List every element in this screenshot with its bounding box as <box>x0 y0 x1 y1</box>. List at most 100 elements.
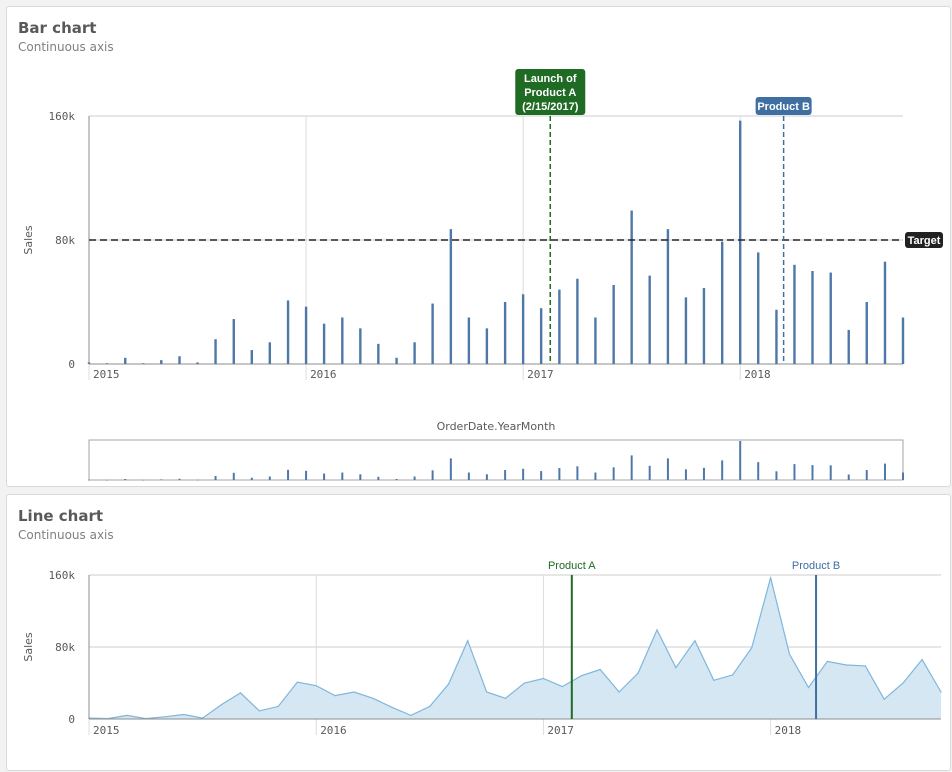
bar[interactable] <box>829 272 832 364</box>
bar[interactable] <box>594 317 597 365</box>
line-point[interactable] <box>429 705 431 707</box>
bar[interactable] <box>431 303 434 364</box>
line-point[interactable] <box>618 691 620 693</box>
line-point[interactable] <box>694 640 696 642</box>
bar[interactable] <box>612 284 615 364</box>
line-point[interactable] <box>599 668 601 671</box>
line-point[interactable] <box>902 682 904 684</box>
line-point[interactable] <box>183 713 185 716</box>
bar[interactable] <box>503 302 507 364</box>
bar[interactable] <box>865 302 868 364</box>
line-point[interactable] <box>391 706 393 708</box>
line-point[interactable] <box>940 691 942 693</box>
line-point[interactable] <box>732 674 734 676</box>
bar[interactable] <box>322 323 326 364</box>
bar[interactable] <box>847 329 850 364</box>
bar[interactable] <box>124 357 127 364</box>
bar[interactable] <box>232 319 235 364</box>
bar[interactable] <box>359 328 362 364</box>
bar[interactable] <box>702 288 706 364</box>
sales-line[interactable] <box>88 577 942 720</box>
line-point[interactable] <box>410 714 412 716</box>
mini-chart-navigator[interactable] <box>88 439 904 481</box>
line-point[interactable] <box>164 716 166 718</box>
line-point[interactable] <box>864 665 866 667</box>
line-point[interactable] <box>353 691 355 693</box>
line-point[interactable] <box>788 653 791 655</box>
bar[interactable] <box>449 229 453 364</box>
bar[interactable] <box>775 309 778 364</box>
line-point[interactable] <box>467 640 469 642</box>
line-point[interactable] <box>751 647 753 649</box>
line-point[interactable] <box>713 679 715 681</box>
bar[interactable] <box>757 252 760 364</box>
line-point[interactable] <box>486 691 488 693</box>
line-point[interactable] <box>637 672 639 674</box>
bar[interactable] <box>286 300 290 364</box>
mini-bar <box>902 472 904 480</box>
sales-area[interactable] <box>89 577 941 719</box>
line-point[interactable] <box>807 686 810 689</box>
bar[interactable] <box>720 241 724 364</box>
bar[interactable] <box>214 339 217 364</box>
bar[interactable] <box>395 357 398 364</box>
line-chart-panel: Line chart Continuous axis 0 80k 160k 2015 2… <box>6 494 951 771</box>
bar[interactable] <box>630 210 633 364</box>
bar-x-tick-label: 2016 <box>310 368 337 381</box>
bar[interactable] <box>413 342 416 364</box>
line-point[interactable] <box>504 697 507 699</box>
line-point[interactable] <box>523 682 526 684</box>
bar[interactable] <box>87 362 91 364</box>
line-point[interactable] <box>220 704 223 706</box>
line-point[interactable] <box>334 695 336 697</box>
line-point[interactable] <box>239 692 242 694</box>
line-point[interactable] <box>883 698 885 700</box>
bar[interactable] <box>558 289 561 364</box>
line-point[interactable] <box>580 675 582 677</box>
line-point[interactable] <box>542 677 545 680</box>
line-point[interactable] <box>770 577 772 579</box>
bar[interactable] <box>901 317 905 365</box>
line-point[interactable] <box>372 697 374 699</box>
bar[interactable] <box>811 271 814 364</box>
line-point[interactable] <box>277 705 279 707</box>
line-point[interactable] <box>561 686 563 688</box>
bar[interactable] <box>485 328 489 364</box>
bar[interactable] <box>648 275 651 364</box>
line-point[interactable] <box>826 660 829 662</box>
bar[interactable] <box>793 264 796 364</box>
bar[interactable] <box>178 356 181 364</box>
line-point[interactable] <box>296 681 298 683</box>
bar[interactable] <box>142 363 145 364</box>
line-point[interactable] <box>921 659 923 661</box>
line-point[interactable] <box>315 685 317 687</box>
bar[interactable] <box>268 342 272 364</box>
line-chart-svg[interactable]: 0 80k 160k 2015 2016 2017 2018 Sales Product A Pr… <box>7 495 952 772</box>
bar[interactable] <box>250 350 253 364</box>
bar[interactable] <box>160 360 163 364</box>
bar[interactable] <box>304 306 308 364</box>
bar[interactable] <box>739 120 742 365</box>
reference-line-label: Product B <box>792 560 840 572</box>
line-point[interactable] <box>258 710 260 712</box>
line-point[interactable] <box>126 714 128 716</box>
line-chart-title: Line chart <box>18 507 104 525</box>
bar[interactable] <box>539 308 543 364</box>
bar-chart-svg[interactable]: 0 80k 160k 2015 2016 2017 2018 Sales Target Launc… <box>7 7 952 488</box>
line-point[interactable] <box>202 717 204 719</box>
bar[interactable] <box>576 278 579 364</box>
line-point[interactable] <box>656 629 658 631</box>
mini-bar <box>323 473 326 480</box>
bar[interactable] <box>521 294 525 364</box>
bar[interactable] <box>377 343 380 364</box>
line-point[interactable] <box>675 667 677 669</box>
bar[interactable] <box>883 261 887 364</box>
line-point[interactable] <box>448 683 450 685</box>
line-point[interactable] <box>845 664 847 666</box>
bar[interactable] <box>467 317 471 365</box>
bar[interactable] <box>684 297 688 364</box>
bar[interactable] <box>341 317 344 365</box>
bar[interactable] <box>105 363 109 364</box>
bar[interactable] <box>196 362 199 364</box>
bar[interactable] <box>666 229 670 364</box>
